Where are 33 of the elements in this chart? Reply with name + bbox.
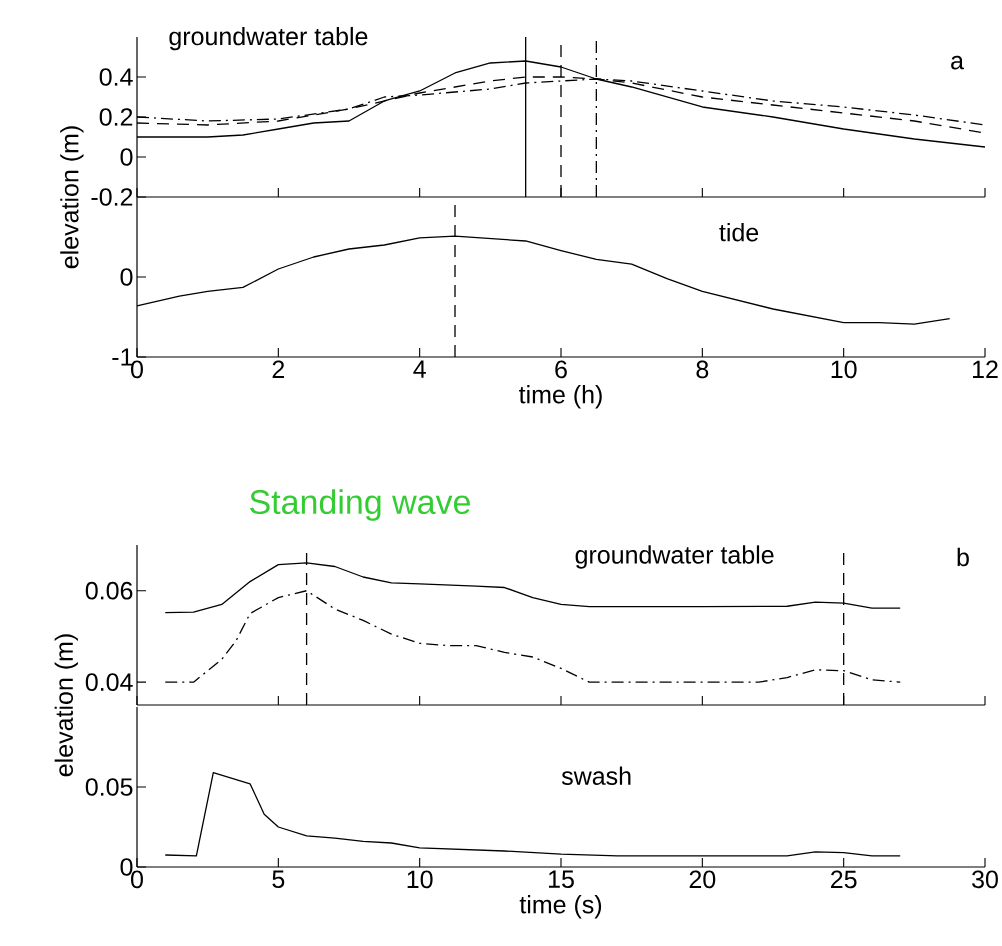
y-tick-label: 0.05 <box>85 778 133 796</box>
y-tick-label: 0.4 <box>99 68 133 86</box>
y-tick-label: 0 <box>120 858 133 876</box>
y-tick-label: 0 <box>120 268 133 286</box>
x-tick-label: 2 <box>272 360 285 378</box>
x-tick-label: 8 <box>696 360 709 379</box>
y-axis-title: elevation (m) <box>60 126 84 269</box>
y-tick-label: 0.2 <box>99 108 133 126</box>
y-tick-label: 0.04 <box>85 673 133 691</box>
x-tick-label: 20 <box>689 870 716 889</box>
y-tick-label: -1 <box>112 348 133 366</box>
annotation: b <box>957 547 969 567</box>
x-tick-label: 10 <box>831 360 857 379</box>
y-tick-label: -0.2 <box>91 188 133 206</box>
x-tick-label: 25 <box>831 870 857 889</box>
x-tick-label: 12 <box>973 360 998 378</box>
x-tick-label: 15 <box>549 870 574 888</box>
annotation: groundwater table <box>575 545 774 569</box>
annotation: groundwater table <box>169 26 368 51</box>
chart-title: Standing wave <box>250 489 470 521</box>
x-tick-label: 4 <box>413 360 426 378</box>
y-tick-label: 0.06 <box>85 581 133 600</box>
x-tick-label: 5 <box>272 870 285 888</box>
annotation: tide <box>719 223 759 242</box>
x-tick-label: 30 <box>972 870 998 889</box>
x-tick-label: 10 <box>407 870 433 889</box>
annotation: swash <box>561 766 631 785</box>
y-axis-title: elevation (m) <box>54 634 78 777</box>
x-axis-title: time (s) <box>519 895 602 919</box>
annotation: a <box>951 55 964 70</box>
x-axis-title: time (h) <box>519 385 602 409</box>
x-tick-label: 6 <box>555 360 567 379</box>
y-tick-label: 0 <box>120 148 133 166</box>
